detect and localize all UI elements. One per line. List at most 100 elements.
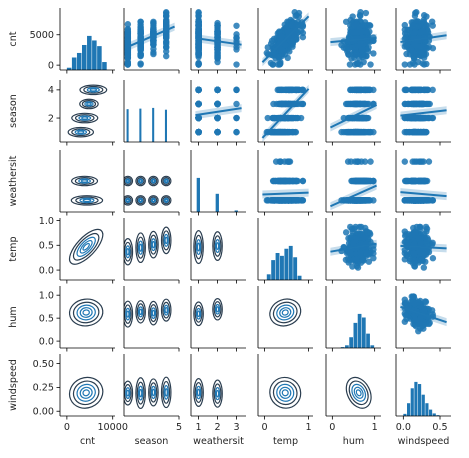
scatter-point [422,38,429,45]
x-axis-label: weathersit [193,436,244,447]
hist-bar-cnt [102,62,107,70]
scatter-point [367,249,374,257]
scatter-point [420,251,428,258]
scatter-point [401,249,408,257]
scatter-point [124,34,132,41]
scatter-point [346,61,354,68]
scatter-point [124,61,132,68]
kde-contour [124,241,132,262]
kde-contour [136,303,145,321]
scatter-point [298,100,305,108]
scatter-point [402,231,410,238]
panel-cnt-vs-season [124,9,175,68]
kde-contour [195,239,202,256]
scatter-point [417,100,425,108]
scatter-point [294,197,302,204]
scatter-point [411,29,418,36]
kde-contour [348,380,369,406]
x-tick-label: 0 [64,422,70,433]
scatter-point [364,177,372,185]
kde-contour [138,308,143,316]
scatter-point [367,158,374,165]
regression-line [400,244,447,250]
kde-contour [80,179,89,183]
regression-line [400,305,447,324]
scatter-point [365,258,373,265]
kde-contour [160,376,172,409]
kde-contour [86,87,100,93]
kde-contour [74,129,88,135]
scatter-point [276,86,283,94]
kde-contour [135,300,146,324]
kde-contour [150,178,157,184]
kde-contour [68,298,104,327]
kde-contour [214,303,221,315]
scatter-point [401,61,408,68]
scatter-point [422,177,429,185]
panel-windspeed-vs-cnt [68,376,104,409]
kde-contour [149,196,158,205]
scatter-point [277,177,284,185]
kde-contour [163,233,169,247]
panel-weathersit-vs-weathersit [196,177,238,212]
regression-line [400,191,447,198]
hist-bar-windspeed [407,403,411,416]
kde-contour [160,175,172,187]
hist-bar-temp [297,275,302,280]
scatter-point [351,225,358,232]
kde-contour [124,304,132,324]
scatter-point [358,128,365,136]
kde-contour [125,245,131,259]
y-axis-label: cnt [8,31,19,46]
scatter-point [425,158,433,165]
scatter-point [409,22,416,29]
kde-contour [193,378,204,407]
x-axis-label: season [135,436,169,447]
scatter-point [366,22,374,29]
panel-temp-vs-season [124,226,172,266]
kde-contour [279,307,292,318]
scatter-point [366,86,374,94]
scatter-point [413,223,420,231]
scatter-point [351,22,358,29]
scatter-point [276,128,283,136]
scatter-point [163,33,170,40]
scatter-point [420,158,427,165]
scatter-point [294,29,302,36]
y-tick-label: 5000 [30,30,54,41]
kde-contour [148,230,159,259]
kde-contour [137,306,144,318]
y-axis-label: windspeed [8,359,19,411]
scatter-point [195,29,202,36]
x-tick-label: 0 [329,422,335,433]
hist-bar-hum [361,317,366,348]
kde-contour [124,175,134,187]
y-tick-label: 2 [48,113,54,124]
scatter-point [163,48,170,55]
hist-bar-cnt [92,40,97,70]
scatter-point [426,319,433,327]
kde-contour [276,383,295,402]
scatter-point [420,86,428,94]
scatter-point [420,307,428,314]
scatter-point [356,114,364,122]
kde-contour [76,383,96,402]
kde-contour [162,177,171,185]
kde-contour [135,175,146,187]
panel-weathersit-vs-cnt [70,175,104,206]
kde-contour [89,88,98,92]
scatter-point [415,235,423,242]
hist-bar-windspeed [432,413,436,416]
scatter-point [410,249,418,257]
scatter-point [418,256,425,264]
kde-contour [351,383,367,402]
kde-contour [276,304,295,321]
kde-contour [151,198,156,203]
scatter-point [422,298,430,306]
kde-contour [135,377,146,410]
panel-hum-vs-season [124,298,172,328]
kde-contour [151,388,156,397]
scatter-point [353,100,360,108]
kde-contour [164,236,168,245]
